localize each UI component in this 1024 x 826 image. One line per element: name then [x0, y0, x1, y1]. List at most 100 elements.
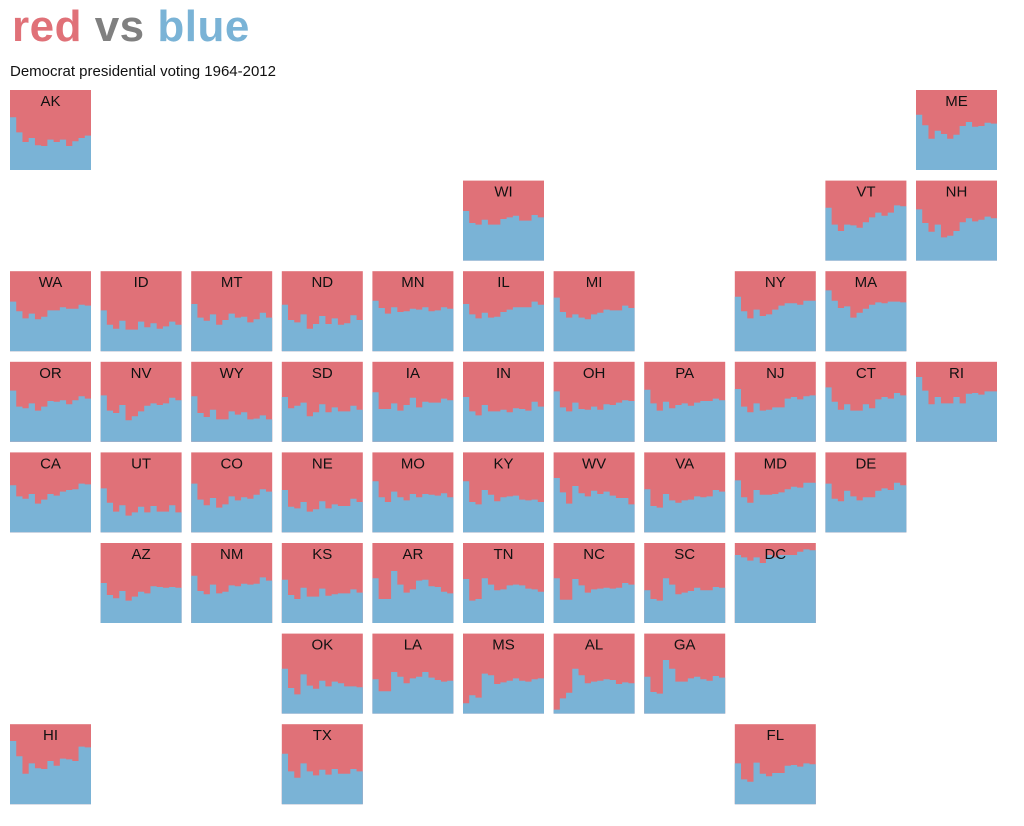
state-label-ms: MS — [492, 637, 515, 654]
dem-share-area-al — [553, 668, 635, 714]
state-label-wy: WY — [220, 365, 244, 382]
state-tile-in: IN — [463, 361, 544, 442]
dem-share-area-tn — [463, 578, 544, 623]
dem-share-area-fl — [734, 762, 816, 805]
state-tile-wi: WI — [463, 180, 544, 261]
title-vs: vs — [81, 2, 158, 51]
state-tile-id: ID — [100, 271, 182, 352]
state-label-il: IL — [497, 274, 510, 291]
state-tile-ga: GA — [644, 633, 726, 714]
state-tile-mn: MN — [372, 271, 454, 352]
dem-share-area-co — [191, 483, 273, 533]
state-label-md: MD — [764, 455, 787, 472]
title-red: red — [12, 2, 82, 51]
state-tile-ri: RI — [916, 361, 997, 442]
dem-share-area-mi — [553, 297, 635, 352]
state-label-ar: AR — [402, 546, 423, 563]
state-tile-nd: ND — [281, 271, 363, 352]
state-tile-tn: TN — [463, 543, 544, 623]
dem-share-area-vt — [825, 205, 907, 261]
state-tile-la: LA — [372, 633, 454, 714]
state-label-nm: NM — [220, 546, 243, 563]
dem-share-area-in — [463, 397, 544, 442]
state-label-dc: DC — [764, 546, 786, 563]
chart-title: red vs blue — [12, 4, 250, 50]
state-label-va: VA — [675, 455, 694, 472]
state-tile-hi: HI — [10, 724, 91, 805]
state-tile-il: IL — [463, 271, 544, 352]
state-tile-co: CO — [191, 452, 273, 533]
state-label-fl: FL — [767, 727, 785, 744]
dem-share-area-nd — [281, 304, 363, 352]
dem-share-area-mn — [372, 300, 454, 352]
state-label-nh: NH — [946, 184, 968, 201]
state-tile-oh: OH — [553, 361, 635, 442]
dem-share-area-sd — [281, 397, 363, 442]
dem-share-area-va — [644, 489, 726, 533]
state-tile-ak: AK — [10, 90, 91, 170]
state-label-wv: WV — [582, 455, 606, 472]
state-label-ia: IA — [406, 365, 420, 382]
dem-share-area-wv — [553, 478, 635, 533]
state-tile-ca: CA — [10, 452, 91, 533]
state-tile-nh: NH — [916, 180, 997, 261]
dem-share-area-az — [100, 583, 182, 623]
dem-share-area-ok — [281, 668, 363, 714]
state-label-az: AZ — [132, 546, 151, 563]
dem-share-area-la — [372, 672, 454, 714]
dem-share-area-ak — [10, 117, 91, 170]
state-tile-wv: WV — [553, 452, 635, 533]
dem-share-area-pa — [644, 389, 726, 442]
state-label-ut: UT — [131, 455, 151, 472]
state-label-pa: PA — [675, 365, 694, 382]
state-label-de: DE — [855, 455, 876, 472]
state-tile-wy: WY — [191, 361, 273, 442]
state-label-tx: TX — [313, 727, 332, 744]
dem-share-area-nh — [916, 209, 997, 261]
state-label-wi: WI — [494, 184, 512, 201]
chart-subtitle: Democrat presidential voting 1964-2012 — [10, 63, 276, 80]
dem-share-area-ga — [644, 660, 726, 714]
state-tile-ok: OK — [281, 633, 363, 714]
state-label-co: CO — [220, 455, 243, 472]
state-label-me: ME — [945, 93, 968, 110]
state-label-mo: MO — [401, 455, 425, 472]
state-tile-ar: AR — [372, 543, 454, 623]
state-tile-sc: SC — [644, 543, 726, 623]
dem-share-area-ky — [463, 481, 544, 533]
dem-share-area-wi — [463, 211, 544, 261]
state-tile-dc: DC — [734, 543, 816, 623]
state-tile-ky: KY — [463, 452, 544, 533]
dem-share-area-ms — [463, 673, 544, 714]
state-tile-ma: MA — [825, 271, 907, 352]
dem-share-area-nj — [734, 389, 816, 442]
state-label-nv: NV — [131, 365, 152, 382]
dem-share-area-id — [100, 310, 182, 352]
state-label-ca: CA — [40, 455, 61, 472]
dem-share-area-ne — [281, 490, 363, 533]
state-tile-ny: NY — [734, 271, 816, 352]
state-label-tn: TN — [494, 546, 514, 563]
state-label-oh: OH — [583, 365, 606, 382]
state-tile-ia: IA — [372, 361, 454, 442]
state-label-ok: OK — [311, 637, 333, 654]
dem-share-area-oh — [553, 391, 635, 442]
state-label-mt: MT — [221, 274, 243, 291]
state-label-ky: KY — [493, 455, 513, 472]
state-label-or: OR — [39, 365, 62, 382]
dem-share-area-sc — [644, 578, 726, 623]
state-label-vt: VT — [856, 184, 875, 201]
dem-share-area-ma — [825, 290, 907, 352]
state-tile-az: AZ — [100, 543, 182, 623]
dem-share-area-ia — [372, 392, 454, 442]
state-tile-vt: VT — [825, 180, 907, 261]
dem-share-area-ca — [10, 483, 91, 533]
state-tile-de: DE — [825, 452, 907, 533]
state-label-mn: MN — [401, 274, 424, 291]
dem-share-area-me — [916, 114, 997, 170]
state-label-ct: CT — [856, 365, 876, 382]
dem-share-area-ny — [734, 296, 816, 352]
state-label-hi: HI — [43, 727, 58, 744]
state-tile-mt: MT — [191, 271, 273, 352]
